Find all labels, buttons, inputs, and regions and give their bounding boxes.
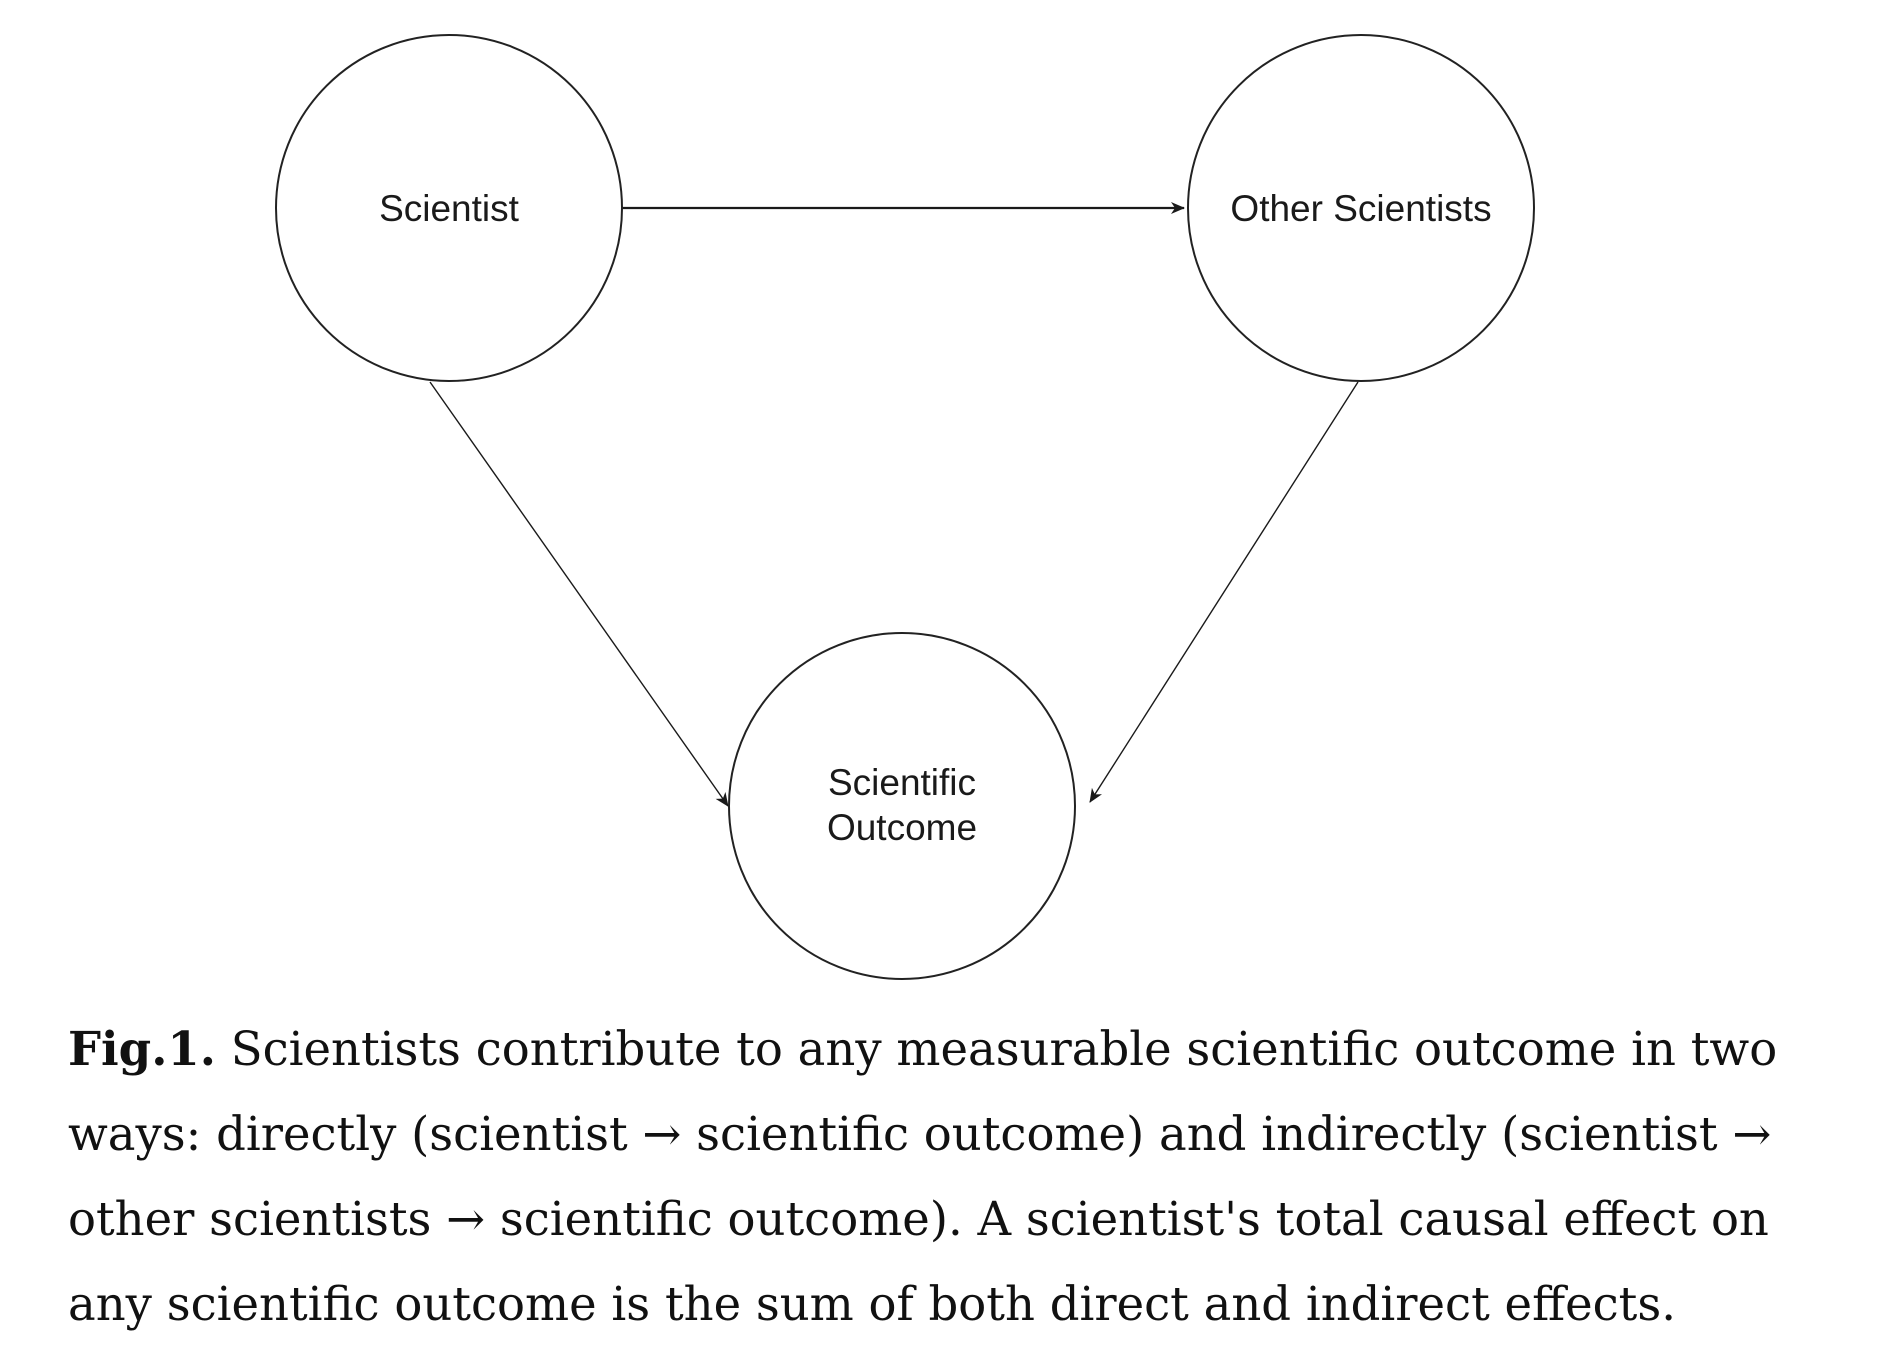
node-scientist-circle	[275, 34, 623, 382]
figure-caption-label: Fig.1.	[68, 1021, 216, 1076]
figure-caption: Fig.1. Scientists contribute to any meas…	[68, 1006, 1848, 1347]
causal-diagram: Scientist Other Scientists Scientific Ou…	[275, 34, 1535, 980]
node-scientific-outcome-label-line-1: Scientific	[828, 762, 976, 803]
edge-scientist-to-scientific-outcome	[429, 381, 729, 807]
node-other-scientists: Other Scientists	[1187, 34, 1535, 382]
node-scientific-outcome-label-line-2: Outcome	[827, 807, 977, 848]
node-scientific-outcome: Scientific Outcome	[728, 632, 1076, 980]
figure-caption-text: Scientists contribute to any measurable …	[68, 1022, 1778, 1331]
edge-other-scientists-to-scientific-outcome	[1089, 381, 1359, 803]
node-scientist-label: Scientist	[379, 188, 520, 229]
node-other-scientists-circle	[1187, 34, 1535, 382]
node-other-scientists-label: Other Scientists	[1230, 188, 1491, 229]
node-scientist: Scientist	[275, 34, 623, 382]
node-scientific-outcome-circle	[728, 632, 1076, 980]
